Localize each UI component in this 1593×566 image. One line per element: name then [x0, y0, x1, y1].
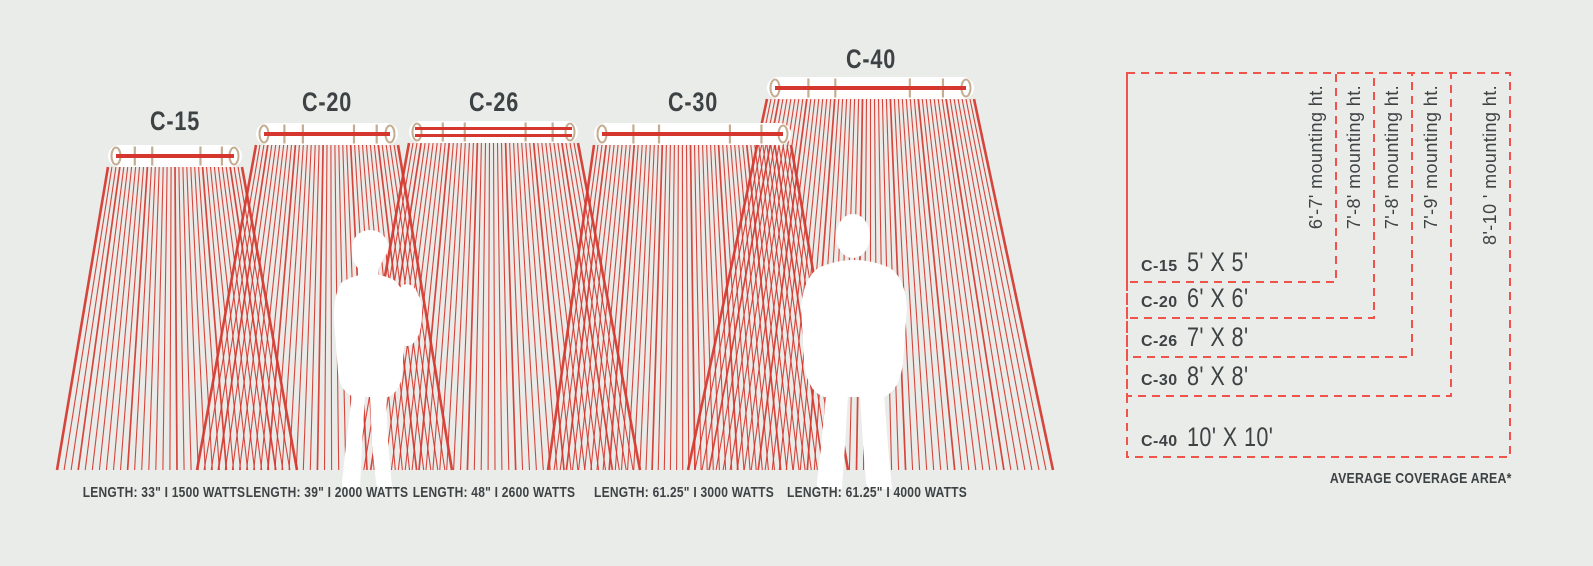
coverage-area-rects	[1126, 72, 1511, 458]
heat-ray-cones	[55, 98, 1055, 471]
person-silhouette-right	[801, 214, 907, 489]
human-silhouettes	[333, 214, 907, 489]
heater-units	[108, 77, 974, 167]
spec-caption-c20: LENGTH: 39" I 2000 WATTS	[245, 484, 409, 501]
coverage-size: 10' X 10'	[1186, 422, 1273, 452]
model-code: C-40	[1141, 433, 1178, 450]
spec-caption-c15: LENGTH: 33" I 1500 WATTS	[82, 484, 246, 501]
spec-caption-c40: LENGTH: 61.25" I 4000 WATTS	[787, 484, 967, 501]
coverage-row-c26: C-26 7' X 8'	[1141, 322, 1264, 353]
coverage-row-c30: C-30 8' X 8'	[1141, 361, 1264, 392]
coverage-size: 5' X 5'	[1186, 247, 1249, 277]
coverage-size: 7' X 8'	[1186, 322, 1249, 352]
person-silhouette-left	[333, 230, 422, 489]
heater-label-c20: C-20	[301, 87, 353, 117]
mounting-height-label-c30: 7'-9' mounting ht.	[1421, 85, 1441, 230]
model-code: C-15	[1141, 258, 1178, 275]
heater-label-c26: C-26	[468, 87, 519, 117]
mounting-height-label-c40: 8'-10 ' mounting ht.	[1480, 85, 1500, 245]
coverage-row-c40: C-40 10' X 10'	[1141, 422, 1295, 453]
mounting-height-label-c20: 7'-8' mounting ht.	[1344, 85, 1364, 230]
mounting-height-label-c15: 6'-7' mounting ht.	[1306, 85, 1326, 230]
heater-label-c40: C-40	[845, 44, 896, 74]
heater-label-c15: C-15	[149, 106, 201, 136]
model-code: C-20	[1141, 294, 1178, 311]
coverage-footnote: AVERAGE COVERAGE AREA*	[1330, 470, 1512, 487]
coverage-row-c15: C-15 5' X 5'	[1141, 247, 1264, 278]
coverage-size: 8' X 8'	[1186, 361, 1249, 391]
heater-label-c30: C-30	[667, 87, 718, 117]
coverage-row-c20: C-20 6' X 6'	[1141, 283, 1264, 314]
mounting-height-label-c26: 7'-8' mounting ht.	[1382, 85, 1402, 230]
coverage-size: 6' X 6'	[1186, 283, 1249, 313]
spec-caption-c30: LENGTH: 61.25" I 3000 WATTS	[594, 484, 774, 501]
model-code: C-30	[1141, 372, 1178, 389]
spec-caption-c26: LENGTH: 48" I 2600 WATTS	[412, 484, 576, 501]
model-code: C-26	[1141, 333, 1178, 350]
